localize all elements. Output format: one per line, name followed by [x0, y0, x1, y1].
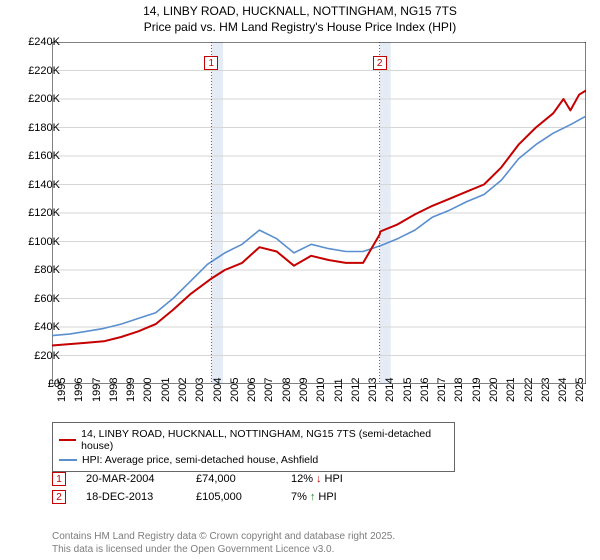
sale-marker: 2: [373, 56, 387, 70]
y-tick-label: £220K: [28, 65, 60, 77]
arrow-icon: ↑: [310, 491, 316, 503]
datapoint-price: £105,000: [196, 491, 271, 503]
x-tick-label: 2015: [402, 378, 414, 402]
x-tick-label: 2001: [160, 378, 172, 402]
x-tick-label: 2021: [505, 378, 517, 402]
y-tick-label: £20K: [34, 350, 60, 362]
x-tick-label: 2022: [523, 378, 535, 402]
y-tick-label: £80K: [34, 264, 60, 276]
y-tick-label: £160K: [28, 150, 60, 162]
chart-area: [52, 42, 586, 384]
datapoint-row: 2 18-DEC-2013 £105,000 7% ↑ HPI: [52, 490, 586, 504]
y-tick-label: £100K: [28, 236, 60, 248]
footer-line-2: This data is licensed under the Open Gov…: [52, 544, 395, 557]
x-tick-label: 2017: [436, 378, 448, 402]
legend-swatch: [59, 439, 76, 441]
chart-title: 14, LINBY ROAD, HUCKNALL, NOTTINGHAM, NG…: [0, 0, 600, 35]
legend-item: HPI: Average price, semi-detached house,…: [59, 453, 448, 467]
arrow-icon: ↓: [316, 473, 322, 485]
x-tick-label: 2016: [419, 378, 431, 402]
y-tick-label: £140K: [28, 179, 60, 191]
x-tick-label: 2007: [263, 378, 275, 402]
x-tick-label: 2003: [194, 378, 206, 402]
datapoints-table: 1 20-MAR-2004 £74,000 12% ↓ HPI 2 18-DEC…: [52, 472, 586, 508]
datapoint-date: 18-DEC-2013: [86, 491, 176, 503]
footer-line-1: Contains HM Land Registry data © Crown c…: [52, 531, 395, 544]
legend-swatch: [59, 459, 77, 461]
sale-marker: 1: [204, 56, 218, 70]
x-tick-label: 2013: [367, 378, 379, 402]
x-tick-label: 2008: [281, 378, 293, 402]
y-tick-label: £180K: [28, 122, 60, 134]
x-tick-label: 2002: [177, 378, 189, 402]
chart-svg: [52, 42, 586, 384]
copyright-footer: Contains HM Land Registry data © Crown c…: [52, 531, 395, 556]
x-tick-label: 2024: [557, 378, 569, 402]
x-tick-label: 1997: [91, 378, 103, 402]
x-tick-label: 2018: [453, 378, 465, 402]
datapoint-row: 1 20-MAR-2004 £74,000 12% ↓ HPI: [52, 472, 586, 486]
x-tick-label: 2000: [142, 378, 154, 402]
x-tick-label: 2010: [315, 378, 327, 402]
x-tick-label: 1996: [73, 378, 85, 402]
datapoint-index: 2: [52, 490, 66, 504]
x-tick-label: 2011: [333, 378, 345, 402]
x-tick-label: 1998: [108, 378, 120, 402]
y-tick-label: £40K: [34, 321, 60, 333]
legend-label: 14, LINBY ROAD, HUCKNALL, NOTTINGHAM, NG…: [81, 428, 448, 452]
x-tick-label: 2019: [471, 378, 483, 402]
x-tick-label: 2004: [212, 378, 224, 402]
datapoint-index: 1: [52, 472, 66, 486]
x-tick-label: 2006: [246, 378, 258, 402]
datapoint-price: £74,000: [196, 473, 271, 485]
y-tick-label: £240K: [28, 36, 60, 48]
x-tick-label: 2005: [229, 378, 241, 402]
y-tick-label: £60K: [34, 293, 60, 305]
datapoint-date: 20-MAR-2004: [86, 473, 176, 485]
title-line-2: Price paid vs. HM Land Registry's House …: [0, 20, 600, 36]
title-line-1: 14, LINBY ROAD, HUCKNALL, NOTTINGHAM, NG…: [0, 4, 600, 20]
datapoint-delta: 7% ↑ HPI: [291, 491, 381, 503]
x-tick-label: 2023: [540, 378, 552, 402]
legend-item: 14, LINBY ROAD, HUCKNALL, NOTTINGHAM, NG…: [59, 427, 448, 453]
x-tick-label: 2020: [488, 378, 500, 402]
y-tick-label: £120K: [28, 207, 60, 219]
x-tick-label: 2025: [574, 378, 586, 402]
legend-label: HPI: Average price, semi-detached house,…: [82, 454, 318, 466]
x-tick-label: 1999: [125, 378, 137, 402]
x-tick-label: 2012: [350, 378, 362, 402]
legend: 14, LINBY ROAD, HUCKNALL, NOTTINGHAM, NG…: [52, 422, 455, 472]
x-tick-label: 2009: [298, 378, 310, 402]
y-tick-label: £200K: [28, 93, 60, 105]
datapoint-delta: 12% ↓ HPI: [291, 473, 381, 485]
x-tick-label: 1995: [56, 378, 68, 402]
x-tick-label: 2014: [384, 378, 396, 402]
